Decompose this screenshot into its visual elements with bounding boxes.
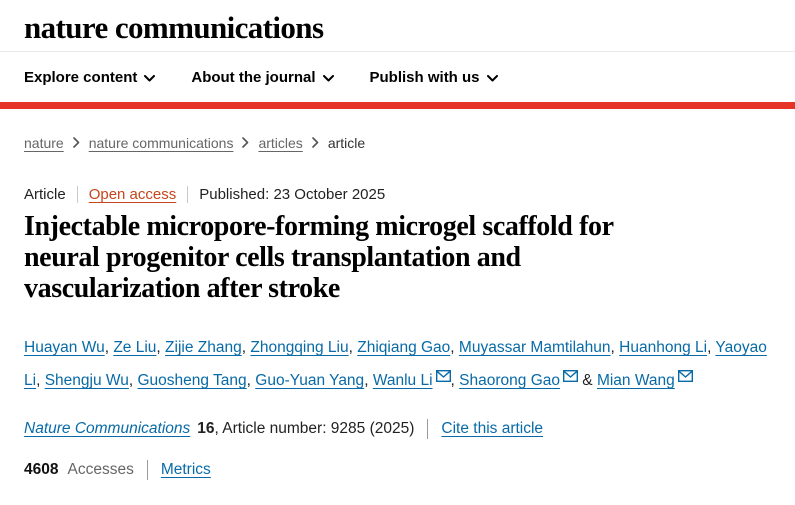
- nav-explore-content[interactable]: Explore content: [24, 68, 156, 86]
- cite-this-article-link[interactable]: Cite this article: [441, 420, 544, 437]
- chevron-down-icon: [322, 69, 334, 86]
- article-title-line: Injectable micropore-forming microgel sc…: [24, 211, 614, 242]
- chevron-down-icon: [144, 69, 156, 86]
- author-separator: ,: [348, 339, 358, 356]
- author-link[interactable]: Mian Wang: [596, 372, 675, 389]
- separator: [427, 419, 429, 439]
- author-list: Huayan Wu, Ze Liu, Zijie Zhang, Zhongqin…: [24, 333, 771, 396]
- accent-red-bar: [0, 102, 795, 109]
- author-link[interactable]: Zhiqiang Gao: [357, 339, 451, 356]
- article-title: Injectable micropore-forming microgel sc…: [24, 211, 771, 304]
- author-link[interactable]: Shengju Wu: [44, 372, 129, 389]
- journal-logo[interactable]: nature communications: [24, 10, 324, 45]
- author-separator: ,: [241, 339, 251, 356]
- email-icon[interactable]: [435, 369, 451, 386]
- separator: [76, 186, 78, 203]
- author-link[interactable]: Yaoyao Li: [24, 339, 767, 389]
- article-meta-row: Article Open access Published: 23 Octobe…: [24, 186, 771, 203]
- author-separator: ,: [128, 372, 138, 389]
- author-separator: ,: [156, 339, 166, 356]
- site-header: nature communications Explore content Ab…: [0, 0, 795, 109]
- article-title-line: neural progenitor cells transplantation …: [24, 242, 521, 273]
- breadcrumb-article-current: article: [327, 135, 366, 151]
- main-nav: Explore content About the journal Publis…: [0, 52, 795, 102]
- email-icon[interactable]: [677, 369, 693, 386]
- chevron-right-icon: [242, 135, 249, 151]
- author-separator: ,: [104, 339, 114, 356]
- author-separator: &: [578, 372, 597, 389]
- author-separator: ,: [246, 372, 256, 389]
- author-link[interactable]: Zijie Zhang: [165, 339, 242, 356]
- metrics-row: 4608 Accesses Metrics: [24, 460, 771, 480]
- nav-about-the-journal[interactable]: About the journal: [191, 68, 334, 86]
- author-separator: ,: [610, 339, 620, 356]
- journal-link[interactable]: Nature Communications: [24, 420, 191, 437]
- article-number-text: , Article number: 9285 (2025): [214, 420, 415, 437]
- breadcrumb: nature nature communications articles ar…: [24, 135, 771, 151]
- author-link[interactable]: Huanhong Li: [619, 339, 708, 356]
- chevron-down-icon: [486, 69, 498, 86]
- author-separator: ,: [450, 372, 460, 389]
- open-access-link[interactable]: Open access: [88, 186, 177, 203]
- article-type-label: Article: [24, 186, 66, 203]
- email-icon[interactable]: [562, 369, 579, 386]
- author-link[interactable]: Muyassar Mamtilahun: [458, 339, 611, 356]
- article-title-line: vascularization after stroke: [24, 273, 340, 304]
- nav-publish-with-us[interactable]: Publish with us: [370, 69, 498, 86]
- logo-row: nature communications: [0, 0, 795, 52]
- breadcrumb-nature[interactable]: nature: [24, 135, 64, 151]
- author-link[interactable]: Huayan Wu: [24, 339, 105, 356]
- volume-number: 16: [197, 420, 215, 437]
- accesses-label: Accesses: [67, 461, 134, 478]
- nav-publish-with-us-label: Publish with us: [369, 68, 480, 86]
- author-separator: ,: [36, 372, 45, 389]
- author-separator: ,: [364, 372, 373, 389]
- accesses-count: 4608: [24, 461, 59, 478]
- separator: [146, 460, 148, 480]
- nav-about-the-journal-label: About the journal: [191, 68, 316, 86]
- author-link[interactable]: Shaorong Gao: [459, 372, 560, 389]
- author-link[interactable]: Ze Liu: [113, 339, 157, 356]
- published-date: Published: 23 October 2025: [199, 186, 386, 203]
- breadcrumb-articles[interactable]: articles: [258, 135, 303, 151]
- citation-row: Nature Communications 16 , Article numbe…: [24, 419, 771, 439]
- author-link[interactable]: Wanlu Li: [372, 372, 433, 389]
- author-separator: ,: [707, 339, 716, 356]
- chevron-right-icon: [72, 135, 80, 151]
- author-separator: ,: [450, 339, 459, 356]
- nav-explore-content-label: Explore content: [24, 68, 138, 86]
- breadcrumb-nature-communications[interactable]: nature communications: [88, 135, 234, 151]
- author-link[interactable]: Zhongqing Liu: [250, 339, 349, 356]
- author-link[interactable]: Guosheng Tang: [137, 372, 247, 389]
- chevron-right-icon: [312, 135, 319, 151]
- author-link[interactable]: Guo-Yuan Yang: [255, 372, 365, 389]
- metrics-link[interactable]: Metrics: [160, 461, 211, 478]
- separator: [187, 186, 189, 203]
